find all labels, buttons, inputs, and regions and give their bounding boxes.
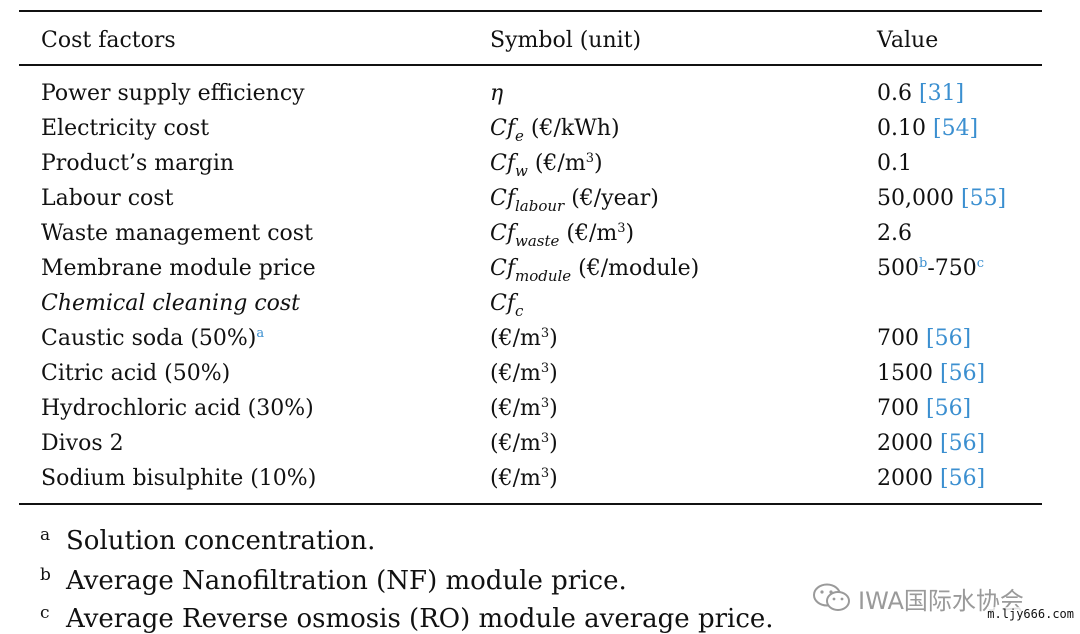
row-factor: Chemical cleaning cost [41, 291, 301, 316]
row-factor: Electricity cost [41, 116, 210, 141]
row-value: 50,000 [55] [877, 186, 1007, 211]
wechat-icon [813, 583, 850, 611]
row-value: 700 [56] [877, 396, 972, 421]
reference-link[interactable]: [56] [939, 431, 986, 456]
row-factor: Sodium bisulphite (10%) [41, 466, 317, 491]
reference-link[interactable]: [31] [918, 81, 965, 106]
row-factor: Citric acid (50%) [41, 361, 231, 386]
watermark-url: m.ljy666.com [987, 607, 1074, 621]
footnote-a: a Solution concentration. [40, 525, 376, 556]
row-value: 0.6 [31] [877, 81, 965, 106]
row-symbol: Cfe (€/kWh) [490, 116, 620, 145]
row-factor: Hydrochloric acid (30%) [41, 396, 314, 421]
footnote-b: b Average Nanofiltration (NF) module pric… [40, 565, 627, 596]
row-factor: Waste management cost [41, 221, 313, 246]
reference-link[interactable]: [54] [932, 116, 979, 141]
row-symbol: Cfmodule (€/module) [490, 256, 700, 285]
row-symbol: (€/m3) [490, 361, 558, 386]
watermark: IWA国际水协会 [812, 578, 1024, 618]
row-symbol: Cfw (€/m3) [490, 151, 603, 180]
row-factor: Caustic soda (50%)a [41, 326, 265, 351]
header-symbol: Symbol (unit) [490, 28, 642, 53]
row-value: 0.1 [877, 151, 912, 176]
row-factor: Product’s margin [41, 151, 235, 176]
row-symbol: (€/m3) [490, 396, 558, 421]
row-factor: Power supply efficiency [41, 81, 305, 106]
reference-link[interactable]: [55] [960, 186, 1007, 211]
header-cost-factors: Cost factors [41, 28, 176, 53]
row-value: 2.6 [877, 221, 912, 246]
row-value: 2000 [56] [877, 431, 986, 456]
row-symbol: Cfwaste (€/m3) [490, 221, 635, 250]
footnote-link-a[interactable]: a [256, 326, 265, 341]
reference-link[interactable]: [56] [925, 396, 972, 421]
row-symbol: (€/m3) [490, 326, 558, 351]
reference-link[interactable]: [56] [939, 361, 986, 386]
table-header-rule [19, 64, 1042, 66]
footnote-link-b[interactable]: b [919, 256, 928, 271]
table-top-rule [19, 10, 1042, 12]
reference-link[interactable]: [56] [925, 326, 972, 351]
row-value: 1500 [56] [877, 361, 986, 386]
footnote-c: c Average Reverse osmosis (RO) module ave… [40, 603, 774, 634]
row-factor: Membrane module price [41, 256, 316, 281]
row-factor: Labour cost [41, 186, 174, 211]
footnote-link-c[interactable]: c [976, 256, 985, 271]
row-symbol: Cfc [490, 291, 524, 320]
table-bottom-rule [19, 503, 1042, 505]
row-value: 2000 [56] [877, 466, 986, 491]
row-symbol: (€/m3) [490, 466, 558, 491]
row-factor: Divos 2 [41, 431, 124, 456]
row-symbol: Cflabour (€/year) [490, 186, 659, 215]
reference-link[interactable]: [56] [939, 466, 986, 491]
row-symbol: η [490, 81, 504, 106]
row-symbol: (€/m3) [490, 431, 558, 456]
header-value: Value [877, 28, 939, 53]
row-value: 500b-750c [877, 256, 985, 281]
row-value: 700 [56] [877, 326, 972, 351]
row-value: 0.10 [54] [877, 116, 979, 141]
